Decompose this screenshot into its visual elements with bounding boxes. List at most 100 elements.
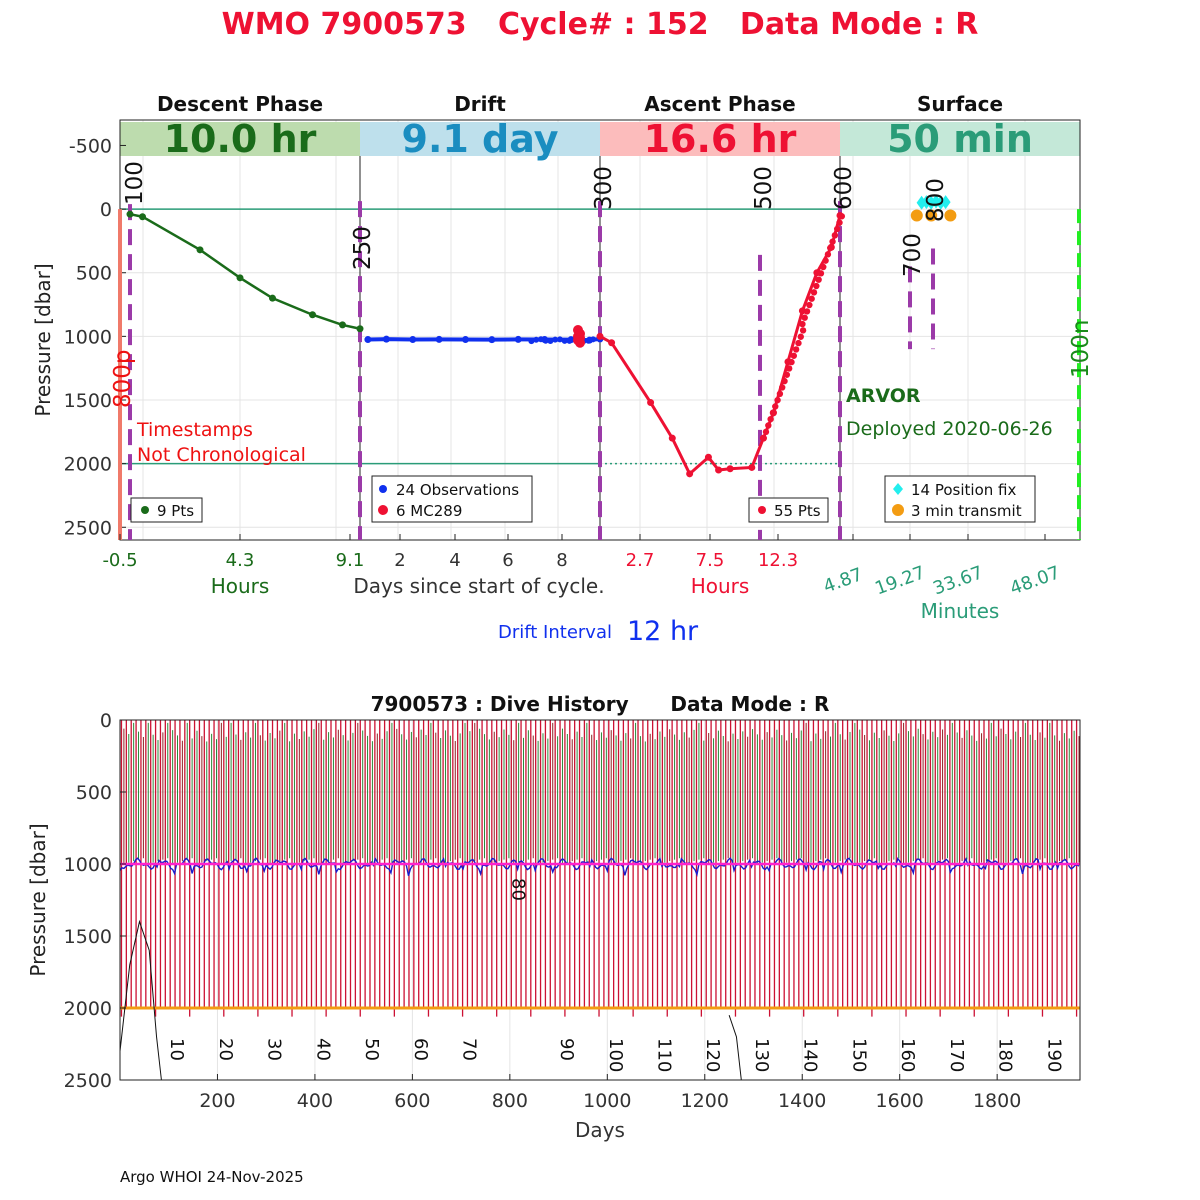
descent-point <box>269 294 276 302</box>
phase-band-3 <box>840 122 1080 156</box>
ascent-point <box>822 257 829 264</box>
cycle-label: 60 <box>410 1038 431 1061</box>
drift-point <box>537 336 544 343</box>
bottom-x-axis-label: Days <box>575 1118 625 1142</box>
top-y-ticks: -500 0 500 1000 1500 2000 2500 <box>64 135 126 539</box>
bottom-y-tick-label: 2500 <box>64 1070 112 1092</box>
ascent-point <box>820 263 827 271</box>
top-series <box>126 194 957 478</box>
drift-mc-legend-marker <box>378 505 388 515</box>
cycle-label: 50 <box>361 1038 382 1061</box>
bottom-trace <box>119 919 162 1081</box>
vertical-marker-label: 300 <box>591 166 617 210</box>
ascent-point <box>833 225 841 233</box>
ascent-point <box>765 422 772 429</box>
deployed-date: Deployed 2020-06-26 <box>846 418 1053 440</box>
bottom-y-tick-label: 500 <box>76 782 112 804</box>
phase-dividers <box>118 156 1081 540</box>
ascent-legend-marker <box>758 506 766 514</box>
ascent-point <box>788 358 795 366</box>
phase-duration-2: 16.6 hr <box>644 117 797 161</box>
descent-legend: 9 Pts <box>130 497 203 523</box>
ascent-point <box>806 301 813 309</box>
drift-point <box>590 336 597 343</box>
dive-history-panel: 7900573 : Dive History Data Mode : R 200… <box>26 692 1081 1142</box>
phase-x-tick-label: -0.5 <box>102 550 137 571</box>
dive-history-title: 7900573 : Dive History Data Mode : R <box>371 692 830 716</box>
phase-x-tick-label: 12.3 <box>758 550 798 571</box>
drift-interval-value: 12 hr <box>627 616 699 647</box>
vertical-marker-label: 800 <box>923 178 949 222</box>
ascent-point <box>817 270 825 277</box>
surface-legend: 14 Position fix 3 min transmit <box>884 475 1036 523</box>
transmit-point <box>944 209 957 222</box>
phase-band-0 <box>120 122 360 156</box>
transmit-point <box>910 209 923 222</box>
ascent-point <box>838 213 846 220</box>
drift-point <box>364 336 372 344</box>
ascent-point <box>799 320 806 328</box>
ascent-point <box>803 308 811 315</box>
mc289-point <box>575 337 585 348</box>
vertical-marker-label: 600 <box>831 166 857 210</box>
cycle-label: 30 <box>264 1038 285 1061</box>
position-fix-legend-marker <box>893 483 903 495</box>
phase-x-tick-label: 4 <box>449 550 460 571</box>
cycle-label: 150 <box>848 1038 869 1072</box>
surface-x-tick-label: 4.87 <box>821 564 866 597</box>
descent-point <box>236 274 244 282</box>
ascent-point <box>647 399 655 407</box>
cycle-label: 10 <box>166 1038 187 1061</box>
drift-mc-legend-label: 6 MC289 <box>396 502 462 520</box>
bottom-y-axis-label: Pressure [dbar] <box>26 823 50 976</box>
top-y-tick-label: 1000 <box>64 326 112 348</box>
cycle-label: 80 <box>507 878 528 901</box>
bottom-x-tick-label: 600 <box>394 1090 430 1112</box>
drift-point <box>566 337 573 344</box>
ascent-legend: 55 Pts <box>748 497 829 523</box>
drift-point <box>488 336 496 344</box>
ascent-point <box>704 453 712 461</box>
phase-name-3: Surface <box>917 92 1003 116</box>
top-y-tick-label: 1500 <box>64 390 112 412</box>
cycle-label: 40 <box>312 1038 333 1061</box>
drift-trace <box>119 857 1080 877</box>
descent-legend-label: 9 Pts <box>157 502 194 520</box>
phase-band-1 <box>360 122 600 156</box>
bottom-plot-frame <box>119 719 1081 1081</box>
ascent-point <box>772 403 779 410</box>
ascent-point <box>813 282 820 290</box>
ascent-point <box>596 332 604 340</box>
drift-point <box>409 336 417 344</box>
phase-x-tick-label: 9.1 <box>336 550 365 571</box>
figure-title: WMO 7900573 Cycle# : 152 Data Mode : R <box>222 7 979 42</box>
ascent-point <box>795 339 802 347</box>
surface-unit: Minutes <box>921 599 1000 623</box>
drift-point <box>561 337 568 344</box>
ascent-line <box>599 215 842 477</box>
drift-point <box>552 336 559 343</box>
bottom-x-tick-label: 200 <box>199 1090 235 1112</box>
ascent-point <box>762 428 770 436</box>
bottom-y-tick-label: 0 <box>100 710 112 732</box>
bottom-x-tick-label: 1600 <box>876 1090 924 1112</box>
warning-line-2: Not Chronological <box>137 444 306 466</box>
drift-point <box>461 336 469 344</box>
warning-line-1: Timestamps <box>136 419 253 441</box>
ascent-point <box>801 314 808 321</box>
phase-duration-3: 50 min <box>887 117 1033 161</box>
descent-point <box>126 210 134 218</box>
ascent-point <box>827 244 834 252</box>
bottom-x-tick-label: 1800 <box>973 1090 1021 1112</box>
ascent-point <box>608 339 616 347</box>
ascent-point <box>790 352 798 359</box>
surface-x-tick-label: 19.27 <box>872 562 928 599</box>
cycle-label: 90 <box>556 1038 577 1061</box>
drift-point <box>382 335 390 343</box>
surface-x-tick-label: 48.07 <box>1007 562 1063 599</box>
transmit-legend-label: 3 min transmit <box>911 502 1022 520</box>
bottom-y-tick-label: 2000 <box>64 998 112 1020</box>
bottom-x-tick-label: 1400 <box>778 1090 826 1112</box>
